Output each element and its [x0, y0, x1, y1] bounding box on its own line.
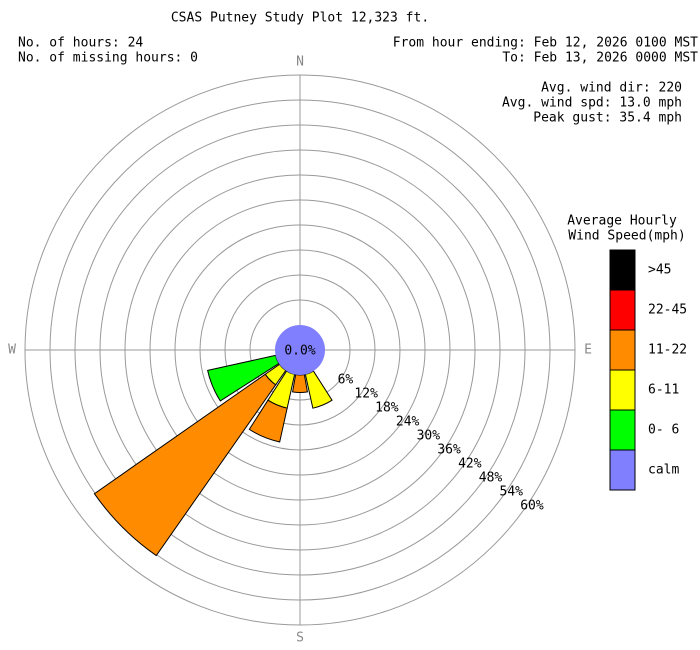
compass-label: E [584, 343, 592, 358]
info: From hour ending: Feb 12, 2026 0100 MST [393, 36, 698, 51]
calm-label: 0.0% [284, 344, 315, 359]
wedge [292, 374, 308, 393]
legend-label: 6-11 [648, 383, 679, 398]
legend-label: 11-22 [648, 343, 687, 358]
calm-circle [275, 325, 325, 375]
r-tick-label: 30% [417, 428, 441, 443]
r-tick-label: 18% [375, 400, 399, 415]
legend-swatch [609, 409, 636, 451]
legend-title: Wind Speed(mph) [568, 229, 685, 244]
r-tick-label: 12% [354, 386, 378, 401]
stat: Avg. wind dir: 220 [541, 81, 682, 96]
r-tick-label: 24% [396, 414, 420, 429]
legend-title: Average Hourly [567, 214, 677, 229]
r-tick-label: 60% [520, 498, 544, 513]
legend-label: >45 [648, 263, 671, 278]
r-tick-label: 42% [458, 456, 482, 471]
legend-label: calm [648, 463, 679, 478]
r-tick-label: 6% [338, 372, 354, 387]
info: No. of hours: 24 [18, 36, 143, 51]
r-tick-label: 36% [437, 442, 461, 457]
r-tick-label: 54% [500, 484, 524, 499]
wedge [93, 373, 277, 557]
info: To: Feb 13, 2026 0000 MST [502, 51, 698, 66]
stat: Avg. wind spd: 13.0 mph [502, 96, 682, 111]
legend-swatch [609, 449, 636, 491]
compass-label: W [8, 343, 16, 358]
chart-title: CSAS Putney Study Plot 12,323 ft. [171, 11, 429, 26]
info: No. of missing hours: 0 [18, 51, 198, 66]
legend-swatch [609, 249, 636, 291]
legend-label: 0- 6 [648, 423, 679, 438]
legend-swatch [609, 329, 636, 371]
compass-label: N [296, 55, 304, 70]
stat: Peak gust: 35.4 mph [533, 111, 682, 126]
legend-swatch [609, 369, 636, 411]
wedge [304, 370, 333, 409]
legend-label: 22-45 [648, 303, 687, 318]
r-tick-label: 48% [479, 470, 503, 485]
compass-label: S [296, 631, 304, 646]
legend-swatch [609, 289, 636, 331]
wedge [248, 399, 288, 443]
